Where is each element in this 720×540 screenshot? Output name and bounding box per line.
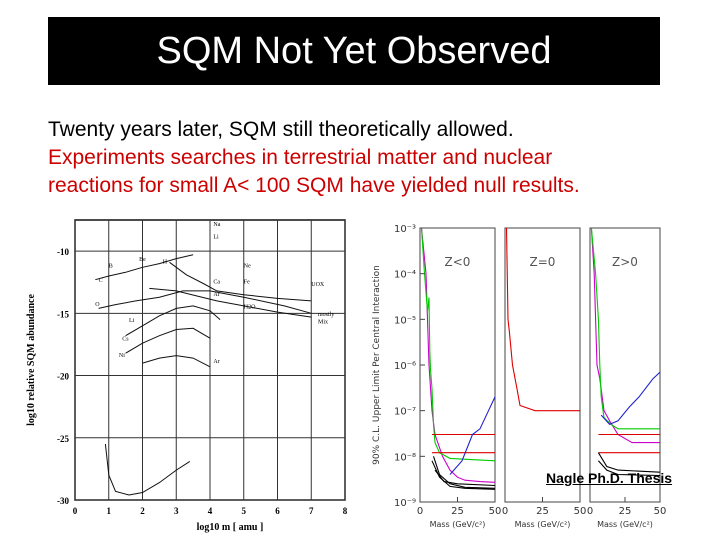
x-tick-label: 25 [536,506,549,517]
x-tick-label: 1 [107,506,112,516]
y-tick-label: -10 [57,247,69,257]
y-tick-label: 10⁻⁴ [394,270,416,281]
body-line-1: Twenty years later, SQM still theoretica… [48,118,514,141]
series-line [149,287,312,318]
panel-frame [419,227,496,503]
slide-title: SQM Not Yet Observed [156,30,552,72]
body-line-2: Experiments searches in terrestrial matt… [48,146,553,169]
x-tick-label: 25 [619,506,632,517]
annotation: Mix [318,319,328,325]
series-line [590,227,660,444]
x-tick-label: 0 [587,506,593,517]
annotation: B [109,263,113,269]
series-line [420,227,496,483]
x-tick-label: 50 [489,506,502,517]
y-tick-label: 10⁻³ [394,224,416,235]
series-line [142,355,211,368]
y-tick-label: 10⁻⁵ [394,315,416,326]
annotation: Ni [119,353,125,359]
annotation: Be [139,257,146,263]
x-axis-label: Mass (GeV/c²) [597,520,653,529]
slide-body: Twenty years later, SQM still theoretica… [48,116,708,200]
series-line [505,227,580,412]
panel-frame [589,227,661,503]
series-line [104,443,191,496]
y-tick-label: 10⁻⁹ [394,498,416,509]
series-line [597,460,661,477]
x-tick-label: 0 [73,506,78,516]
y-tick-label: 10⁻⁸ [394,452,416,463]
annotation: mostly [318,312,334,318]
y-axis-label: 90% C.L. Upper Limit Per Central Interac… [372,265,382,465]
x-tick-label: 3 [174,506,179,516]
y-tick-label: -30 [57,496,69,506]
x-tick-label: 5 [242,506,247,516]
annotation: H [163,260,168,266]
annotation: Ar [213,359,219,365]
series-line [125,305,221,337]
series-line [431,460,496,490]
y-tick-label: 10⁻⁶ [394,361,416,372]
annotation: H2O [244,304,256,310]
x-tick-label: 25 [451,506,464,517]
x-tick-label: 8 [343,506,348,516]
x-tick-label: 7 [309,506,314,516]
series-line [420,227,496,462]
series-line [169,261,312,302]
y-axis-label: log10 relative SQM abundance [26,294,37,426]
panel-frame [504,227,581,503]
series-line [125,327,211,354]
x-axis-label: log10 m [ amu ] [197,522,264,533]
y-tick-label: -25 [57,434,69,444]
series-line [597,452,661,473]
annotation: Li [213,235,219,241]
panel-label: Z=0 [530,255,556,269]
annotation: Ca [213,279,220,285]
x-tick-label: 50 [574,506,587,517]
x-tick-label: 2 [140,506,145,516]
series-line [434,469,496,487]
x-axis-label: Mass (GeV/c²) [515,520,571,529]
x-tick-label: 4 [208,506,213,516]
series-line [449,396,496,475]
series-line [432,456,496,489]
y-tick-label: -20 [57,372,69,382]
thesis-credit-link[interactable]: Nagle Ph.D. Thesis [546,470,673,486]
series-line [98,290,312,314]
series-line [95,254,194,281]
annotation: C [99,278,103,284]
y-tick-label: 10⁻⁷ [394,407,416,418]
annotation: Ar [213,292,219,298]
annotation: Na [213,222,220,228]
annotation: Fe [244,279,250,285]
annotation: Li [129,318,135,324]
annotation: Cs [122,337,129,343]
annotation: O [95,302,100,308]
panel-label: Z>0 [612,255,638,269]
x-tick-label: 0 [417,506,423,517]
annotation: UOX [311,282,325,288]
title-bar: SQM Not Yet Observed [48,17,660,85]
y-tick-label: -15 [57,309,69,319]
abundance-chart: -10 -15 -20 -25 -30 0 1 2 3 4 5 6 7 8 log10 relative S… [26,219,348,533]
body-line-3: reactions for small A< 100 SQM have yiel… [48,174,580,197]
series-line [600,371,661,426]
x-axis-label: Mass (GeV/c²) [430,520,486,529]
x-tick-label: 0 [502,506,508,517]
series-line [590,227,660,430]
x-tick-label: 6 [275,506,280,516]
x-tick-label: 50 [654,506,667,517]
annotation: Ne [244,263,251,269]
panel-label: Z<0 [445,255,471,269]
